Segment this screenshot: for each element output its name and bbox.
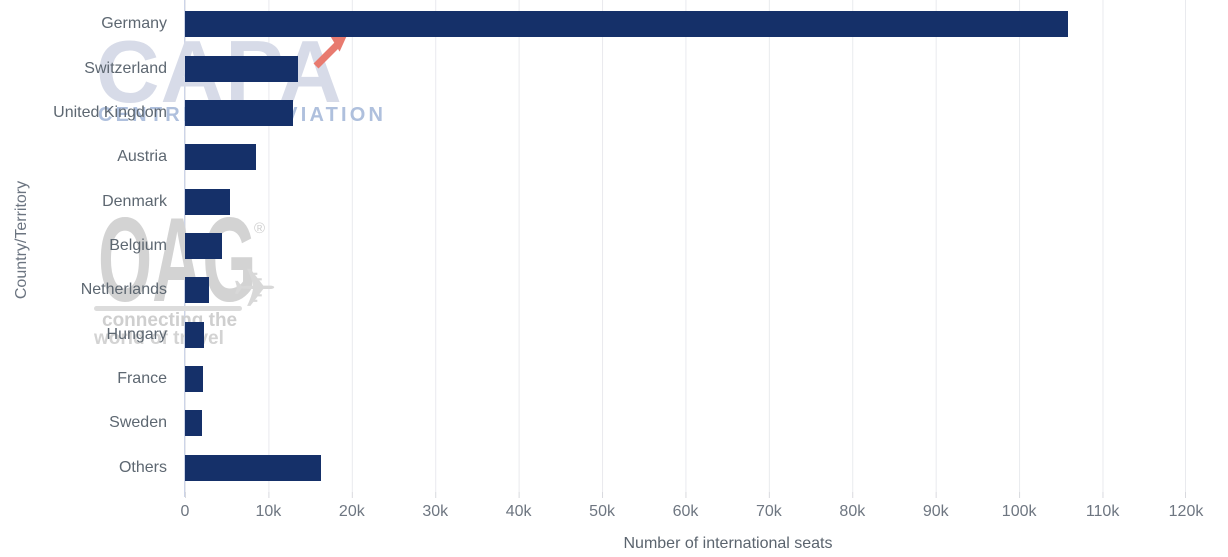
bar: [185, 454, 321, 481]
bar-track: [185, 144, 1186, 171]
table-row: Hungary: [0, 313, 1186, 357]
category-label: Others: [118, 458, 167, 476]
x-tick-label: 90k: [922, 503, 949, 520]
x-tick-label: 40k: [505, 503, 532, 520]
x-tick-label: 60k: [672, 503, 699, 520]
table-row: Denmark: [0, 179, 1186, 223]
table-row: Germany: [0, 2, 1186, 46]
x-tick-label: 100k: [1001, 503, 1037, 520]
category-label: Belgium: [109, 236, 167, 254]
table-row: Sweden: [0, 401, 1186, 445]
bar: [185, 366, 204, 393]
category-label: France: [117, 370, 167, 388]
y-axis-line: [184, 0, 185, 497]
bar-track: [185, 232, 1186, 259]
bar-track: [185, 99, 1186, 126]
bar-track: [185, 277, 1186, 304]
bar: [185, 55, 299, 82]
bar: [185, 321, 205, 348]
x-tick-label: 70k: [756, 503, 782, 520]
x-tick-label: 0: [180, 503, 190, 520]
category-label: Sweden: [109, 414, 167, 432]
bar: [185, 188, 231, 215]
x-tick-label: 10k: [255, 503, 282, 520]
bar: [185, 410, 202, 437]
x-tick-label: 120k: [1168, 503, 1204, 520]
bar-track: [185, 55, 1186, 82]
bar-track: [185, 11, 1186, 38]
x-tick-labels: 0 10k 20k 30k 40k 50k 60k 70k 80k 90k 100k 110k 120k: [181, 503, 1204, 523]
x-tick-label: 80k: [839, 503, 866, 520]
category-label: Austria: [117, 148, 167, 166]
bar-track: [185, 321, 1186, 348]
bar: [185, 11, 1068, 38]
table-row: Belgium: [0, 224, 1186, 268]
table-row: France: [0, 357, 1186, 401]
bar: [185, 99, 293, 126]
bar: [185, 232, 222, 259]
category-label: Germany: [101, 15, 167, 33]
category-label: Switzerland: [84, 59, 167, 77]
y-axis-title: Country/Territory: [13, 180, 30, 300]
table-row: Switzerland: [0, 46, 1186, 90]
table-row: Others: [0, 446, 1186, 490]
bar-track: [185, 454, 1186, 481]
x-tick-label: 110k: [1085, 503, 1120, 520]
table-row: Netherlands: [0, 268, 1186, 312]
category-label: United Kingdom: [53, 103, 167, 121]
category-label: Netherlands: [80, 281, 167, 299]
bar-track: [185, 410, 1186, 437]
category-label: Hungary: [106, 325, 167, 343]
rows: Germany Switzerland United Kingdom Austr…: [0, 2, 1186, 490]
x-axis-tick-marks: [185, 492, 1186, 498]
table-row: United Kingdom: [0, 91, 1186, 135]
bar-track: [185, 366, 1186, 393]
x-tick-label: 30k: [422, 503, 449, 520]
x-tick-label: 50k: [589, 503, 615, 520]
x-tick-label: 20k: [338, 503, 365, 520]
category-label: Denmark: [102, 192, 167, 210]
bar: [185, 144, 256, 171]
bar-track: [185, 188, 1186, 215]
gridlines: [185, 0, 1186, 492]
table-row: Austria: [0, 135, 1186, 179]
bar: [185, 277, 210, 304]
x-axis-title: Number of international seats: [623, 535, 833, 552]
